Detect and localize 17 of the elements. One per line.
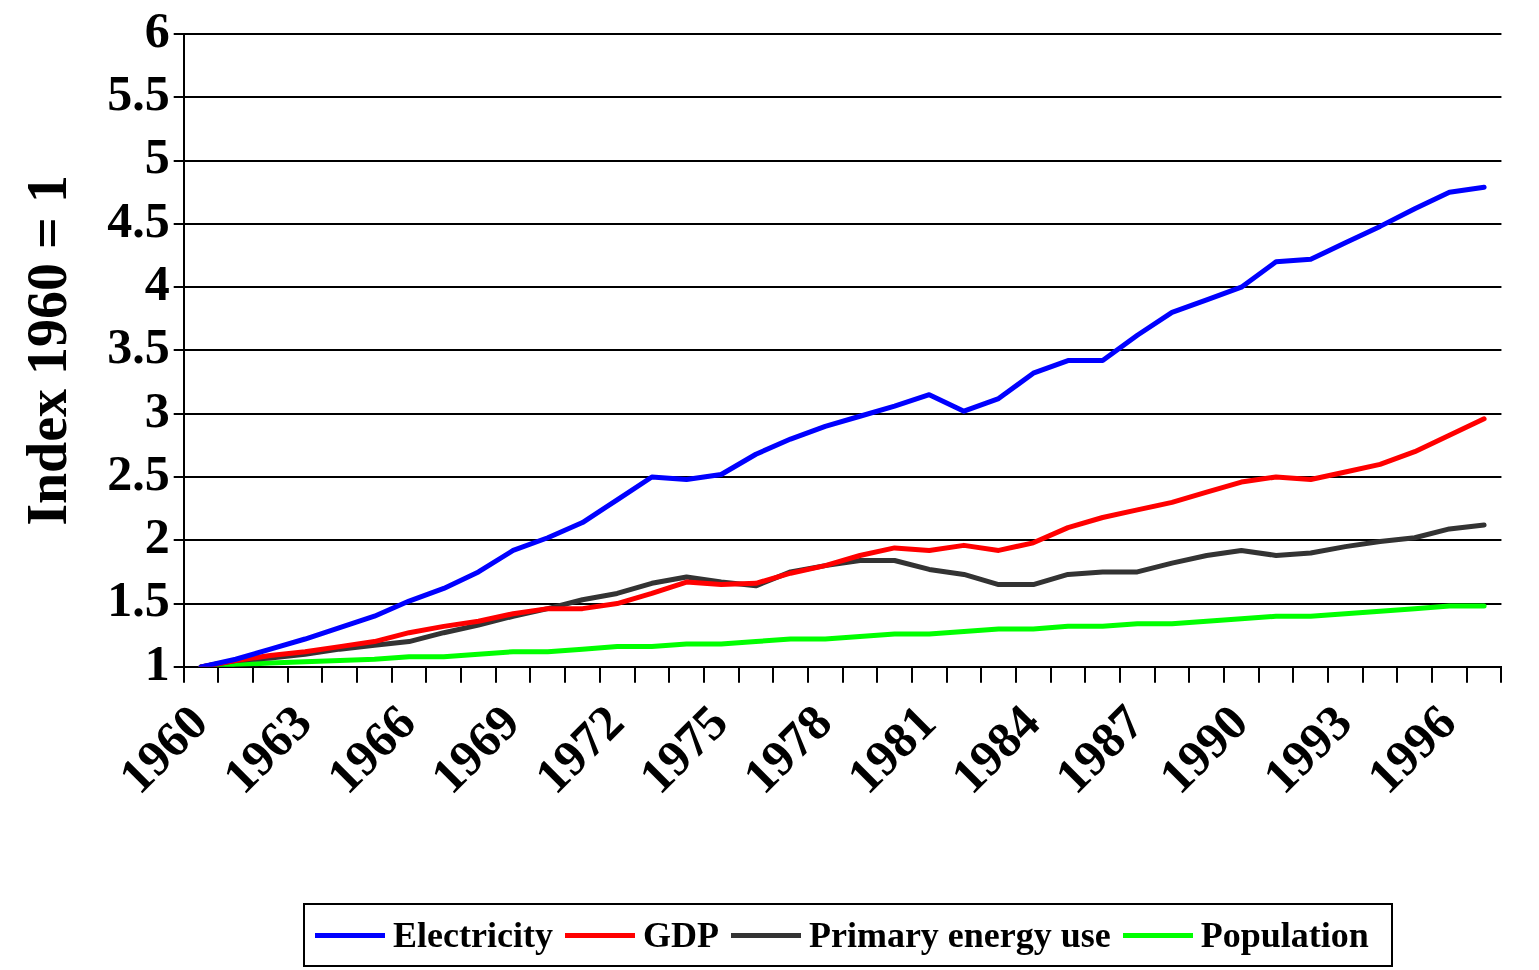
y-tick-label: 1.5 bbox=[107, 571, 170, 628]
y-tick-label: 2.5 bbox=[107, 444, 170, 501]
y-axis-title: Index 1960 = 1 bbox=[16, 175, 79, 526]
y-tick-label: 3.5 bbox=[107, 318, 170, 375]
x-tick-label: 1981 bbox=[835, 693, 947, 804]
y-tick-label: 4 bbox=[144, 255, 170, 312]
y-tick-label: 3 bbox=[144, 381, 170, 438]
y-tick-label: 6 bbox=[144, 1, 170, 58]
legend-label: Electricity bbox=[393, 914, 553, 956]
y-tick-label: 5.5 bbox=[107, 65, 170, 122]
y-tick-label: 2 bbox=[144, 508, 170, 565]
legend-label: GDP bbox=[642, 914, 719, 956]
y-tick-label: 4.5 bbox=[107, 191, 170, 248]
legend-label: Primary energy use bbox=[808, 914, 1111, 956]
legend-label: Population bbox=[1200, 914, 1369, 956]
y-tick-label: 1 bbox=[144, 634, 170, 691]
y-tick-label: 5 bbox=[144, 128, 170, 185]
